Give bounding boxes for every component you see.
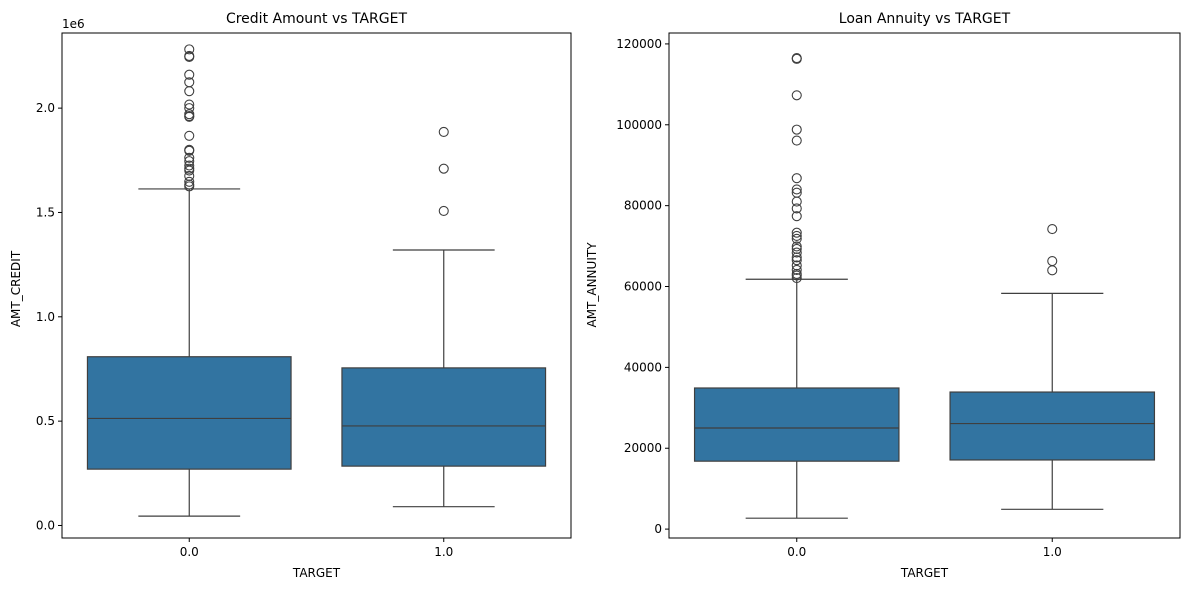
iqr-box xyxy=(86,356,292,470)
x-tick-label: 1.0 xyxy=(434,545,453,559)
outlier-point xyxy=(438,163,449,174)
y-tick-label: 1.5 xyxy=(36,205,55,219)
outlier-point xyxy=(791,53,802,64)
outlier-point xyxy=(791,233,802,244)
outlier-point xyxy=(791,270,802,281)
axes-frame xyxy=(668,32,1181,539)
y-offset-text: 1e6 xyxy=(62,17,85,31)
x-axis-label: TARGET xyxy=(292,566,341,580)
y-tick-label: 2.0 xyxy=(36,101,55,115)
outlier-point xyxy=(184,181,195,192)
y-tick-label: 1.0 xyxy=(36,310,55,324)
outlier-point xyxy=(791,247,802,258)
outlier-point xyxy=(184,111,195,122)
outlier-point xyxy=(438,126,449,137)
outlier-point xyxy=(791,264,802,275)
y-tick-label: 60000 xyxy=(624,280,662,294)
outlier-point xyxy=(791,241,802,252)
y-tick-label: 100000 xyxy=(616,118,662,132)
outlier-point xyxy=(184,51,195,62)
outlier-point xyxy=(791,173,802,184)
x-tick-label: 1.0 xyxy=(1043,545,1062,559)
chart-title: Loan Annuity vs TARGET xyxy=(839,11,1011,27)
y-tick-label: 40000 xyxy=(624,360,662,374)
axes-frame xyxy=(61,32,572,539)
outlier-point xyxy=(791,203,802,214)
outlier-point xyxy=(184,44,195,55)
y-tick-label: 0.5 xyxy=(36,414,55,428)
outlier-point xyxy=(791,211,802,222)
outlier-point xyxy=(184,152,195,163)
outlier-point xyxy=(184,176,195,187)
plot-marks: 0.0 0.5 1.0 1.5 2.0 0.0 1.0 xyxy=(36,44,547,559)
outlier-point xyxy=(791,227,802,238)
outlier-point xyxy=(791,135,802,146)
outlier-point xyxy=(791,184,802,195)
outlier-point xyxy=(184,130,195,141)
outlier-point xyxy=(791,90,802,101)
outlier-point xyxy=(791,124,802,135)
y-axis-label: AMT_CREDIT xyxy=(9,250,23,327)
outlier-point xyxy=(791,230,802,242)
outlier-point xyxy=(184,86,195,97)
iqr-box xyxy=(949,391,1156,461)
x-axis-label: TARGET xyxy=(900,566,949,580)
x-tick-label: 0.0 xyxy=(180,545,199,559)
plot-marks: 0 20000 40000 60000 80000 100000 120000 0.0 1.0 xyxy=(616,37,1156,559)
iqr-box xyxy=(341,367,547,467)
outlier-point xyxy=(1047,224,1058,235)
outlier-point xyxy=(184,99,195,110)
y-tick-label: 80000 xyxy=(624,199,662,213)
outlier-point xyxy=(791,272,802,284)
chart-title: Credit Amount vs TARGET xyxy=(226,11,408,27)
y-tick-label: 20000 xyxy=(624,441,662,455)
outlier-point xyxy=(184,69,195,80)
outlier-point xyxy=(791,252,802,263)
y-tick-label: 120000 xyxy=(616,37,662,51)
y-axis-label: AMT_ANNUITY xyxy=(585,242,599,328)
outlier-point xyxy=(184,160,195,171)
outlier-point xyxy=(1047,265,1058,276)
y-tick-label: 0.0 xyxy=(36,518,55,532)
outlier-point xyxy=(184,165,195,176)
credit-amount-chart: Credit Amount vs TARGET TARGET AMT_CREDI… xyxy=(9,11,572,580)
x-tick-label: 0.0 xyxy=(787,545,806,559)
iqr-box xyxy=(693,387,900,462)
outlier-point xyxy=(791,255,802,266)
outlier-point xyxy=(184,145,195,156)
y-tick-label: 0 xyxy=(654,522,662,536)
outlier-point xyxy=(791,196,802,207)
loan-annuity-chart: Loan Annuity vs TARGET TARGET AMT_ANNUIT… xyxy=(585,11,1181,580)
outlier-point xyxy=(438,205,449,216)
